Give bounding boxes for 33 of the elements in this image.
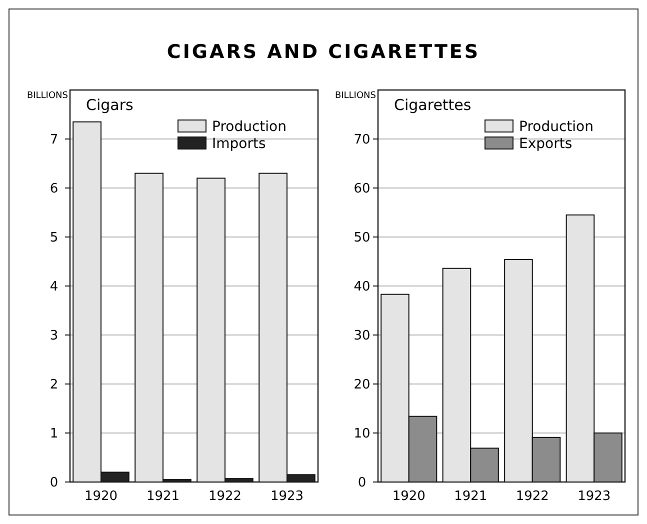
x-tick-label: 1921 <box>454 489 488 504</box>
y-tick-label: 5 <box>50 230 58 246</box>
x-tick-label: 1923 <box>270 489 304 504</box>
y-tick-label: 3 <box>50 328 58 344</box>
x-tick-label: 1920 <box>84 489 118 504</box>
y-tick-label: 20 <box>354 378 370 393</box>
y-tick-label: 1 <box>50 426 58 442</box>
x-tick-label: 1922 <box>208 489 242 504</box>
legend-label: Imports <box>212 136 266 152</box>
legend-label: Production <box>212 118 286 135</box>
y-tick-label: 0 <box>50 476 58 491</box>
y-tick-label: 40 <box>354 280 370 295</box>
y-tick-label: 4 <box>50 280 58 295</box>
y-tick-label: 7 <box>50 132 58 148</box>
x-tick-label: 1922 <box>516 489 549 504</box>
x-tick-label: 1921 <box>146 489 180 504</box>
chart-subtitle: Cigarettes <box>394 96 472 114</box>
y-tick-label: 70 <box>354 132 370 148</box>
x-tick-label: 1923 <box>578 489 611 504</box>
y-tick-label: 60 <box>354 182 370 197</box>
chart-subtitle: Cigars <box>86 96 134 114</box>
legend-label: Production <box>519 118 594 135</box>
y-tick-label: 30 <box>354 328 370 344</box>
legend-label: Exports <box>519 136 572 152</box>
chart-title: CIGARS AND CIGARETTES <box>166 41 480 63</box>
y-tick-label: 2 <box>50 378 58 393</box>
y-tick-label: 10 <box>354 426 370 442</box>
y-tick-label: 50 <box>354 230 370 246</box>
y-tick-label: 0 <box>358 476 366 491</box>
y-tick-label: 6 <box>50 182 58 197</box>
y-axis-title: BILLIONS <box>334 91 376 101</box>
x-tick-label: 1920 <box>392 489 426 504</box>
y-axis-title: BILLIONS <box>26 91 68 101</box>
